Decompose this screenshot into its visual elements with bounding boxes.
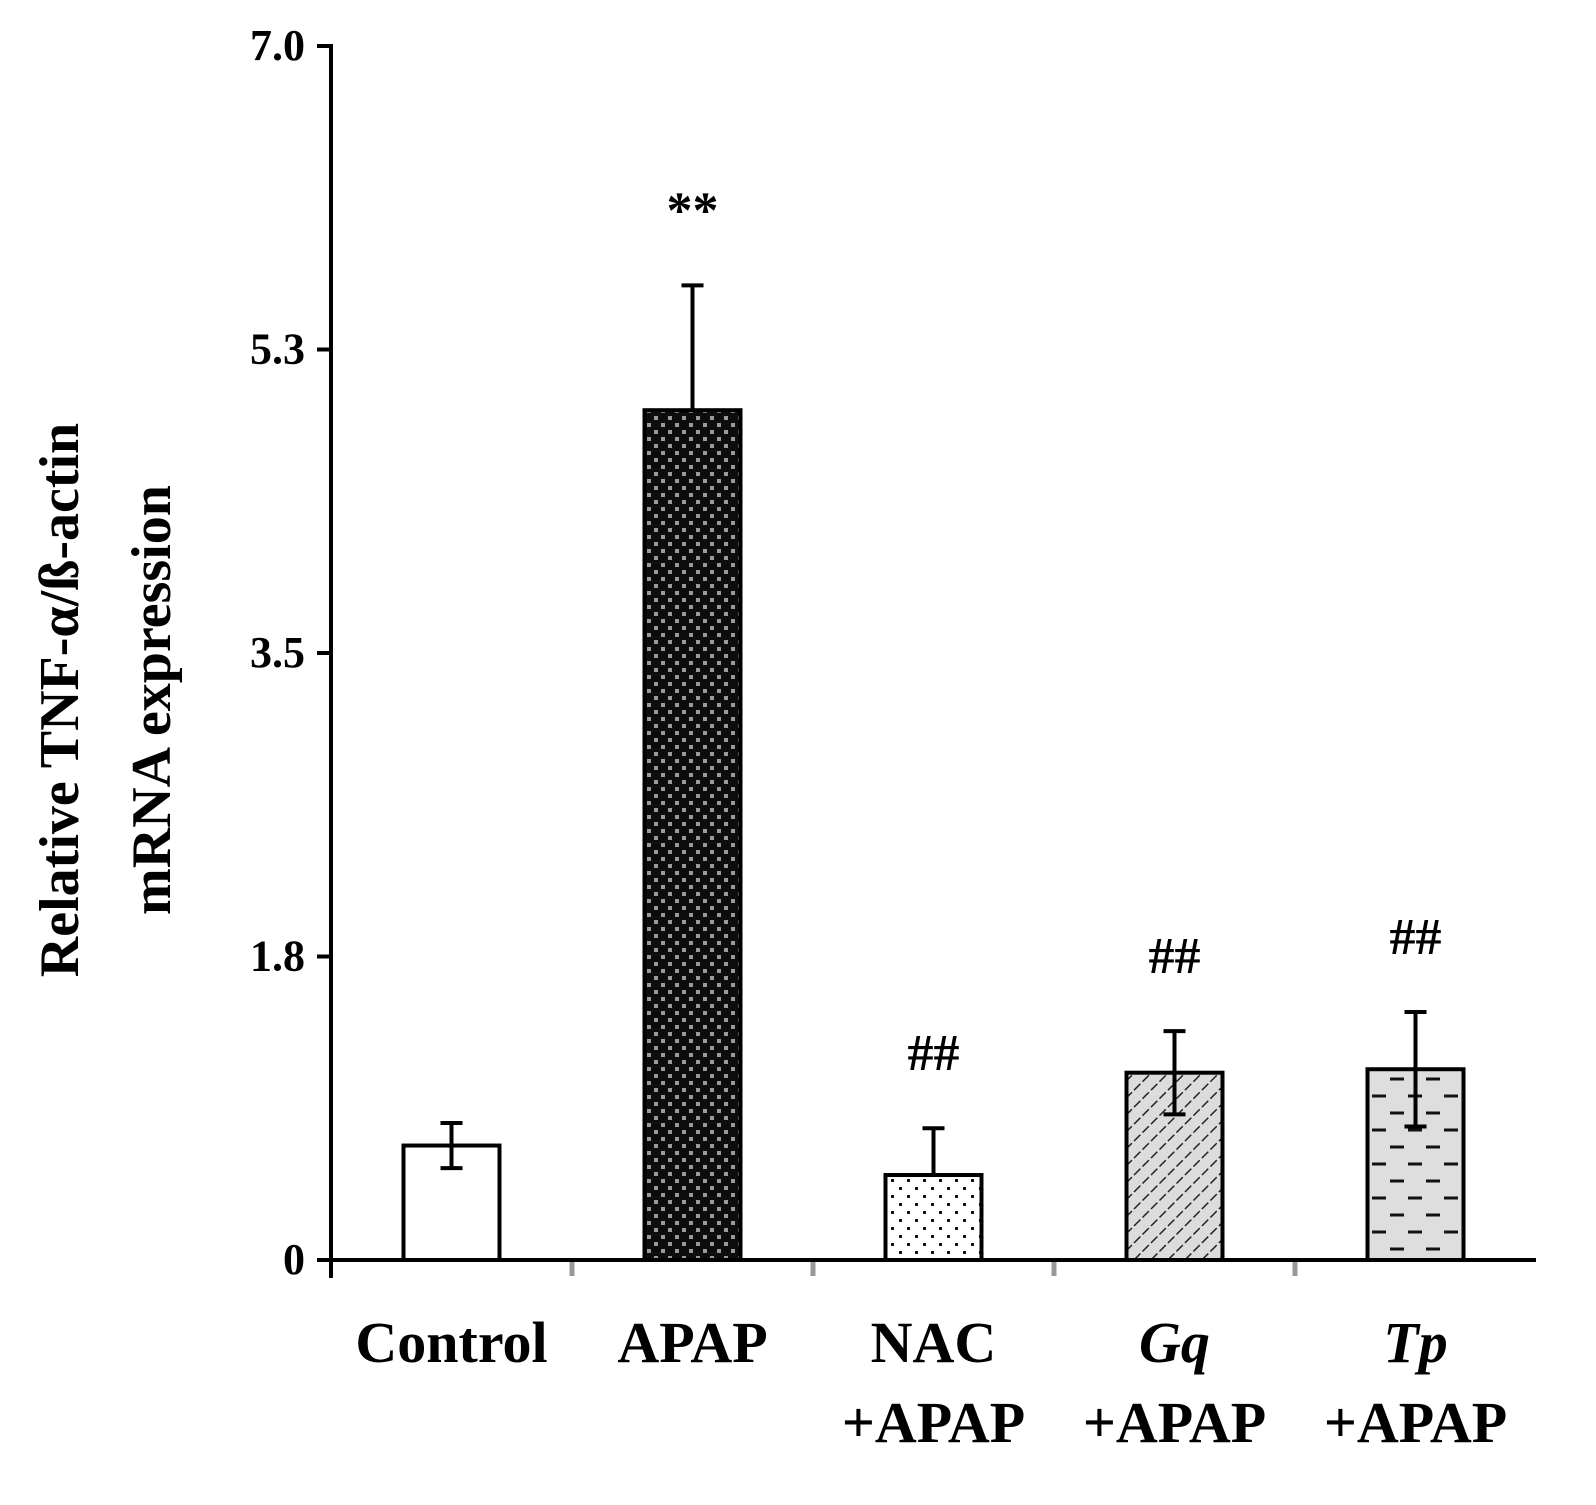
y-axis-label: Relative TNF-α/ß-actin mRNA expression bbox=[29, 423, 183, 977]
y-axis-title-line: mRNA expression bbox=[121, 485, 183, 915]
y-tick-label: 3.5 bbox=[250, 628, 305, 677]
x-tick-label: Control bbox=[355, 1310, 547, 1375]
x-tick-label: Tp bbox=[1383, 1310, 1447, 1375]
axes bbox=[317, 44, 1536, 1278]
x-tick-label: +APAP bbox=[1324, 1390, 1507, 1455]
bar bbox=[642, 408, 743, 1262]
x-tick-label: NAC bbox=[871, 1310, 997, 1375]
x-tick-label: Gq bbox=[1139, 1310, 1210, 1375]
significance-label: ## bbox=[908, 1025, 960, 1082]
y-tick-label: 7.0 bbox=[250, 21, 305, 70]
x-tick-label: APAP bbox=[617, 1310, 767, 1375]
significance-label: ## bbox=[1149, 928, 1201, 985]
y-tick-label: 0 bbox=[283, 1235, 305, 1284]
y-axis-title-line: Relative TNF-α/ß-actin bbox=[29, 423, 91, 977]
bar bbox=[883, 1173, 984, 1263]
y-tick-label: 5.3 bbox=[250, 325, 305, 374]
x-tick-label: +APAP bbox=[1083, 1390, 1266, 1455]
x-tick-label: +APAP bbox=[842, 1390, 1025, 1455]
significance-label: ** bbox=[667, 182, 719, 239]
y-tick-label: 1.8 bbox=[250, 932, 305, 981]
significance-label: ## bbox=[1390, 909, 1442, 966]
bars bbox=[401, 283, 1466, 1263]
labels: Control ** APAP ## NAC +APAP ## Gq +APAP ## Tp +APA… bbox=[250, 21, 1507, 1455]
